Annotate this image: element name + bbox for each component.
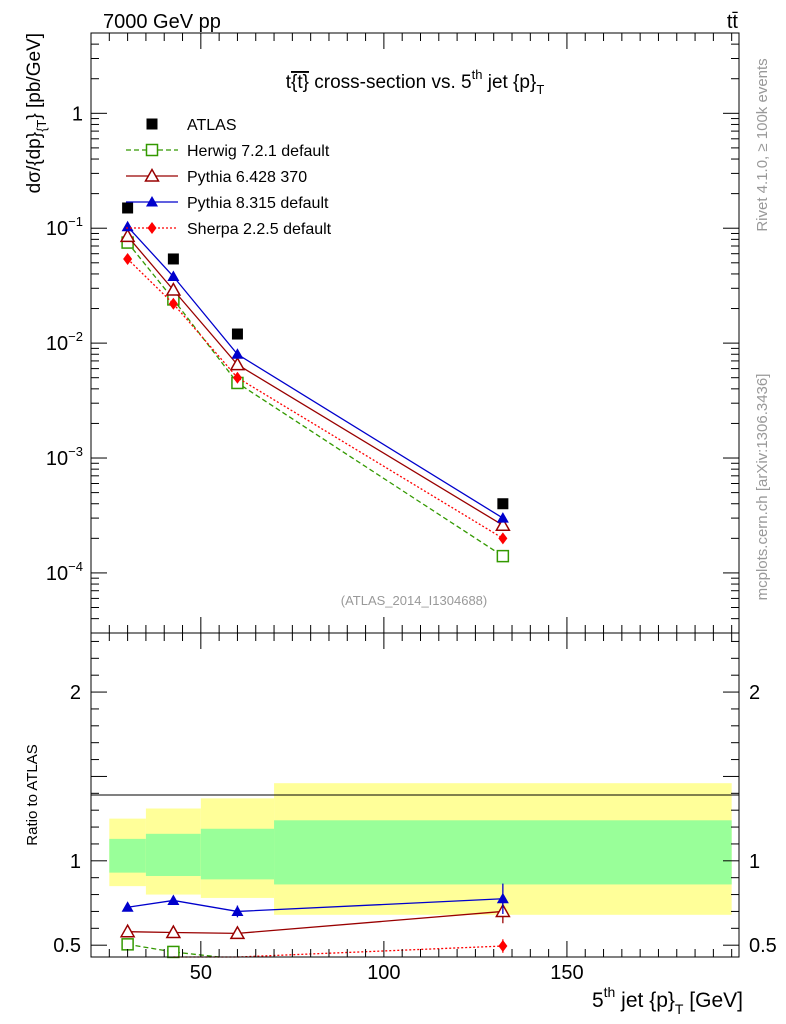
ratio-uncertainty-bands: [109, 783, 732, 915]
ratio-band-inner: [109, 838, 146, 873]
data-point-sherpa-2-2-5-default: [168, 297, 178, 310]
data-point-pythia-8-315-default: [496, 512, 509, 523]
series-line-pythia-6-428-370: [127, 235, 504, 526]
legend-marker-sherpa-2-2-5-default: [147, 222, 157, 234]
ratio-y-tick-label-right: 2: [749, 682, 760, 704]
data-point-pythia-6-428-370: [495, 517, 511, 531]
ratio-y-tick-label: 2: [70, 682, 81, 704]
main-panel: 1 10−1 10−2 10−3 10−4 t{t} cross-section vs.…: [24, 32, 740, 634]
x-tick-label: 150: [550, 962, 583, 984]
ratio-point-pythia-8-315-default: [167, 894, 180, 905]
ratio-y-tick-label-right: 1: [749, 851, 760, 873]
legend-label-herwig-7-2-1-default: Herwig 7.2.1 default: [187, 143, 330, 160]
ratio-point-herwig-7-2-1-default: [121, 938, 134, 951]
data-point-sherpa-2-2-5-default: [123, 252, 133, 265]
ratio-point-sherpa-2-2-5-default: [498, 940, 508, 953]
data-point-sherpa-2-2-5-default: [498, 532, 508, 545]
ratio-point-pythia-8-315-default: [496, 892, 509, 904]
ratio-point-herwig-7-2-1-default: [167, 945, 180, 959]
rivet-version-label: Rivet 4.1.0, ≥ 100k events: [754, 58, 771, 231]
ratio-band-inner: [145, 833, 201, 876]
legend-marker-herwig-7-2-1-default: [145, 143, 159, 157]
ratio-line-pythia-8-315-default: [127, 898, 503, 913]
ratio-y-tick-label: 0.5: [53, 935, 81, 957]
data-point-atlas: [497, 498, 509, 510]
legend-label-pythia-8-315-default: Pythia 8.315 default: [187, 195, 329, 212]
ratio-point-pythia-6-428-370: [119, 923, 136, 938]
ratio-frame: [90, 632, 740, 958]
data-point-herwig-7-2-1-default: [496, 549, 510, 563]
data-point-pythia-8-315-default: [167, 270, 180, 281]
ratio-point-pythia-6-428-370: [229, 925, 246, 940]
ratio-point-pythia-6-428-370: [165, 924, 182, 939]
main-y-tick-labels: 1 10−1 10−2 10−3 10−4: [46, 103, 83, 585]
x-tick-label: 50: [190, 962, 212, 984]
data-point-sherpa-2-2-5-default: [232, 371, 242, 384]
legend-label-pythia-6-428-370: Pythia 6.428 370: [187, 169, 307, 186]
ratio-point-pythia-8-315-default: [121, 901, 134, 912]
main-y-tick-label: 10−2: [46, 329, 83, 355]
legend-label-atlas: ATLAS: [187, 117, 237, 134]
ratio-axis-ticks: [91, 633, 739, 957]
ratio-line-sherpa-2-2-5-default: [173, 945, 503, 958]
data-point-pythia-6-428-370: [165, 281, 182, 296]
main-y-tick-label: 10−4: [46, 559, 83, 585]
series-line-sherpa-2-2-5-default: [127, 258, 504, 539]
legend-marker-pythia-8-315-default: [146, 196, 158, 207]
legend-marker-pythia-6-428-370: [144, 167, 160, 182]
mcplots-label: mcplots.cern.ch [arXiv:1306.3436]: [754, 374, 771, 601]
ratio-point-pythia-8-315-default: [231, 905, 244, 916]
main-y-tick-label: 1: [72, 103, 83, 125]
x-axis-label: 5th jet {p}T [GeV]: [592, 984, 743, 1017]
main-y-tick-label: 10−3: [46, 444, 83, 470]
data-point-atlas: [167, 253, 179, 265]
data-point-pythia-6-428-370: [119, 228, 136, 243]
ratio-y-tick-label: 1: [70, 851, 81, 873]
legend: ATLAS Herwig 7.2.1 default Pythia 6.428 37…: [126, 117, 332, 238]
main-axis-ticks: [91, 32, 739, 634]
ratio-y-axis-label: Ratio to ATLAS: [24, 744, 41, 845]
series-line-pythia-8-315-default: [127, 226, 504, 519]
ratio-tick-labels: 0.5 0.5 1 1 2 2 50 100 150: [53, 682, 777, 984]
ratio-band-inner: [274, 820, 732, 885]
ratio-y-tick-label-right: 0.5: [749, 935, 777, 957]
data-point-pythia-8-315-default: [231, 348, 244, 359]
data-point-pythia-6-428-370: [229, 356, 246, 371]
data-point-pythia-8-315-default: [121, 220, 134, 232]
legend-marker-atlas: [146, 118, 158, 130]
series-line-herwig-7-2-1-default: [127, 242, 504, 557]
main-y-axis-label: dσ/{dp}{T} [pb/GeV]: [24, 33, 49, 193]
data-point-atlas: [122, 202, 134, 214]
data-point-atlas: [231, 328, 243, 340]
legend-label-sherpa-2-2-5-default: Sherpa 2.2.5 default: [187, 221, 332, 238]
ratio-band-inner: [200, 828, 275, 880]
main-y-tick-label: 10−1: [46, 214, 83, 240]
analysis-id-label: (ATLAS_2014_I1304688): [341, 593, 487, 608]
main-data-series: [119, 202, 511, 563]
ratio-line-pythia-6-428-370: [127, 910, 503, 935]
ratio-panel: 0.5 0.5 1 1 2 2 50 100 150 Ratio to ATLAS 5th je…: [24, 632, 777, 1017]
x-tick-label: 100: [367, 962, 400, 984]
chart-title: t{t} cross-section vs. 5th jet {p}T: [286, 67, 545, 97]
beam-energy-label: 7000 GeV pp: [103, 11, 221, 33]
process-label: tt̄: [727, 11, 739, 33]
